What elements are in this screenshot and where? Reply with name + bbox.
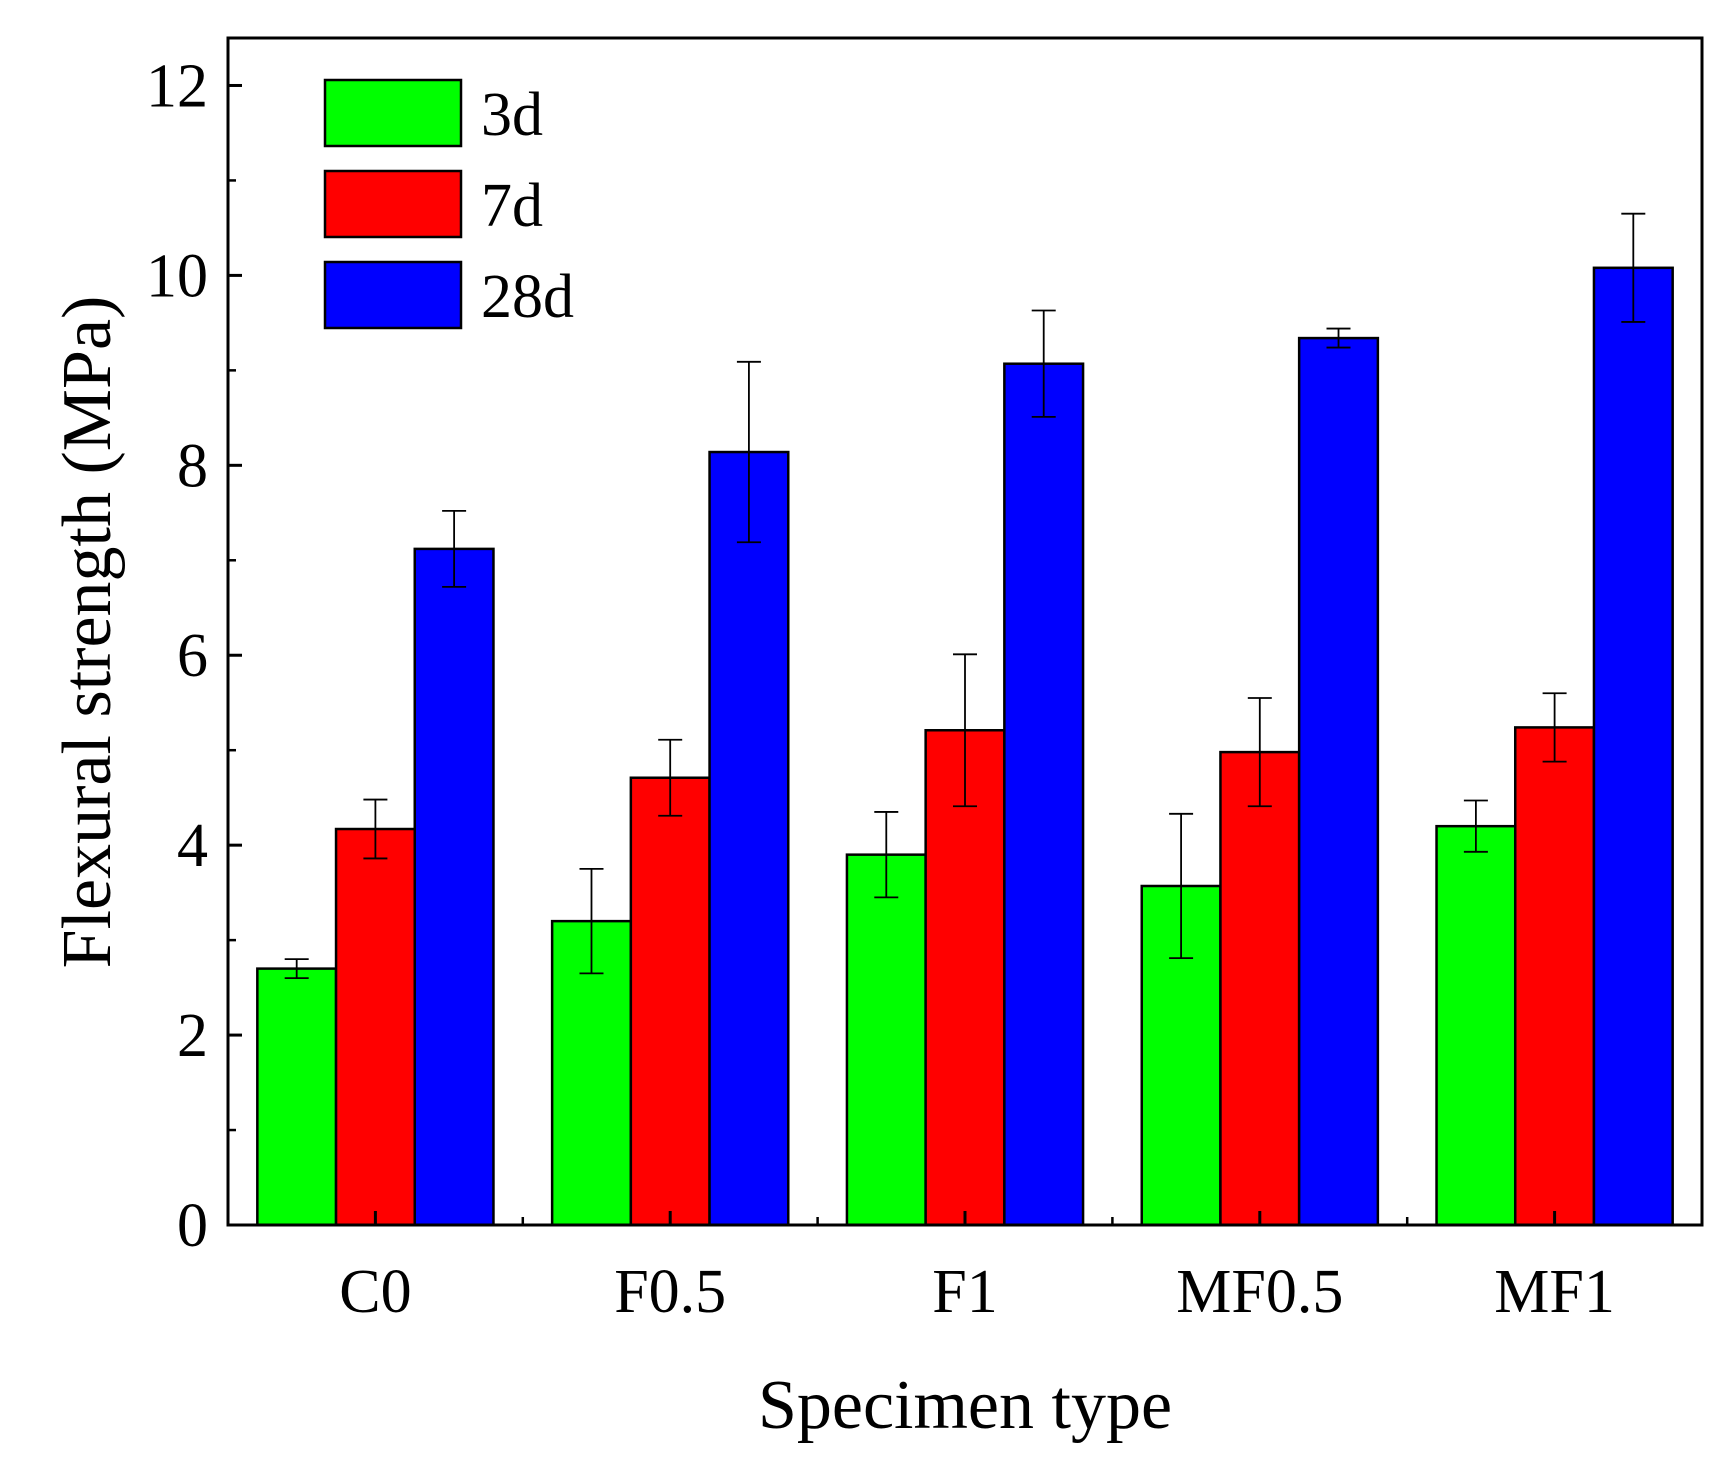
- x-tick-label-MF0.5: MF0.5: [1176, 1258, 1343, 1326]
- ticks-layer: [228, 83, 1557, 1227]
- y-tick-label: 10: [146, 242, 208, 310]
- legend-swatch-7d: [323, 169, 463, 239]
- error-bar-3d-MF0.5: [1169, 812, 1194, 960]
- y-tick-label: 2: [177, 1002, 208, 1070]
- y-tick-label: 4: [177, 812, 208, 880]
- bar-7d-F0.5: [629, 776, 711, 1227]
- error-bar-28d-F1: [1031, 309, 1056, 418]
- error-bar-7d-MF0.5: [1247, 697, 1272, 808]
- bar-28d-F1: [1003, 362, 1085, 1227]
- error-bar-28d-F0.5: [736, 360, 761, 544]
- bar-7d-C0: [334, 827, 417, 1227]
- legend-label-28d: 28d: [481, 263, 574, 331]
- x-axis-title: Specimen type: [758, 1367, 1172, 1444]
- x-tick-label-F0.5: F0.5: [614, 1258, 726, 1326]
- bar-3d-F1: [845, 853, 927, 1227]
- y-tick-label: 12: [146, 52, 208, 120]
- legend-label-7d: 7d: [481, 172, 543, 240]
- error-bar-3d-C0: [284, 958, 309, 980]
- tick-labels-layer: 0 2 4 6 8 10 12 C0 F0.5 F1 MF0.5 MF1: [146, 52, 1615, 1326]
- legend-item-3d: 3d: [323, 78, 543, 149]
- bar-3d-MF1: [1435, 824, 1517, 1227]
- bar-7d-MF0.5: [1219, 750, 1301, 1227]
- bar-7d-F1: [924, 729, 1006, 1227]
- x-tick-label-MF1: MF1: [1494, 1258, 1615, 1326]
- error-bar-3d-F1: [874, 811, 899, 899]
- y-tick-label: 0: [177, 1192, 208, 1260]
- error-bar-3d-F0.5: [579, 868, 604, 975]
- y-tick-label: 6: [177, 622, 208, 690]
- legend: 3d 7d 28d: [323, 78, 574, 331]
- legend-item-7d: 7d: [323, 169, 543, 240]
- error-bar-28d-MF0.5: [1326, 327, 1351, 349]
- bar-28d-MF0.5: [1297, 336, 1380, 1227]
- y-tick-label: 8: [177, 432, 208, 500]
- error-bar-7d-F0.5: [658, 738, 683, 817]
- error-bar-7d-C0: [363, 798, 388, 860]
- error-bars-layer: [284, 212, 1646, 980]
- bar-28d-MF1: [1592, 266, 1674, 1227]
- legend-swatch-28d: [323, 260, 463, 330]
- error-bar-7d-MF1: [1542, 692, 1567, 763]
- error-bar-7d-F1: [953, 653, 977, 808]
- bar-7d-MF1: [1513, 726, 1596, 1227]
- x-tick-label-C0: C0: [339, 1258, 411, 1326]
- bar-28d-C0: [413, 547, 495, 1227]
- error-bar-28d-MF1: [1621, 212, 1646, 323]
- legend-swatch-3d: [323, 78, 463, 148]
- bars-layer: [256, 266, 1674, 1227]
- legend-label-3d: 3d: [481, 81, 543, 149]
- bar-3d-C0: [256, 967, 338, 1227]
- legend-item-28d: 28d: [323, 260, 574, 331]
- bar-28d-F0.5: [708, 450, 790, 1227]
- error-bar-3d-MF1: [1463, 799, 1488, 853]
- y-axis-title: Flexural strength (MPa): [49, 296, 126, 969]
- error-bar-28d-C0: [442, 510, 467, 588]
- x-tick-label-F1: F1: [932, 1258, 997, 1326]
